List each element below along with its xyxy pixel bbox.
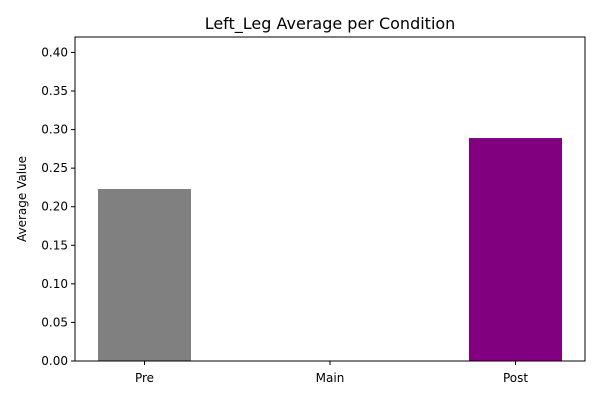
y-tick-label: 0.35 (41, 84, 68, 98)
y-tick-label: 0.30 (41, 123, 68, 137)
bar-post (469, 138, 562, 361)
bar-pre (98, 188, 191, 361)
x-tick-label-pre: Pre (135, 371, 154, 385)
y-tick-label: 0.05 (41, 315, 68, 329)
x-tick-label-main: Main (316, 371, 345, 385)
y-axis-label: Average Value (15, 156, 29, 242)
y-tick-label: 0.00 (41, 354, 68, 368)
plot-area: 0.00 0.05 0.10 0.15 0.20 0.25 0.30 0.35 0.40 Pre M… (41, 36, 586, 385)
y-tick-label: 0.40 (41, 45, 68, 59)
y-tick-label: 0.10 (41, 277, 68, 291)
chart-title: Left_Leg Average per Condition (205, 14, 456, 34)
y-tick-label: 0.25 (41, 161, 68, 175)
y-tick-label: 0.20 (41, 200, 68, 214)
y-tick-label: 0.15 (41, 238, 68, 252)
x-tick-label-post: Post (503, 371, 528, 385)
